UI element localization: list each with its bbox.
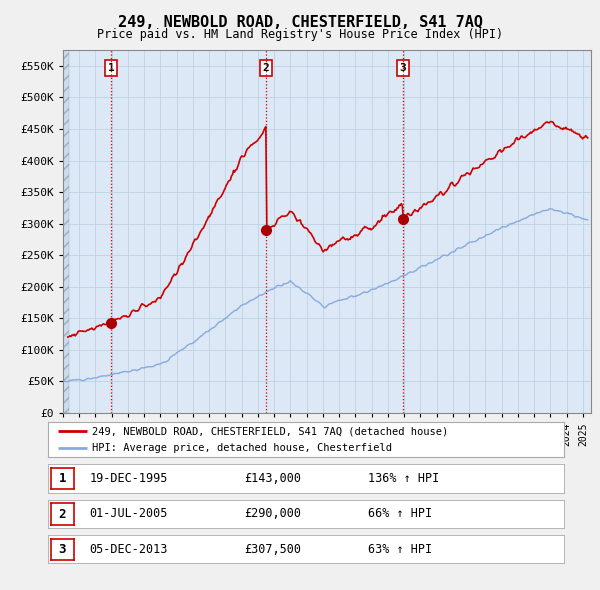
Text: 05-DEC-2013: 05-DEC-2013 [89,543,167,556]
Text: 66% ↑ HPI: 66% ↑ HPI [368,507,432,520]
Text: 1: 1 [108,63,115,73]
Text: 2: 2 [59,507,66,520]
Text: 3: 3 [59,543,66,556]
Text: Price paid vs. HM Land Registry's House Price Index (HPI): Price paid vs. HM Land Registry's House … [97,28,503,41]
Text: £143,000: £143,000 [244,472,301,485]
Text: 19-DEC-1995: 19-DEC-1995 [89,472,167,485]
Text: 63% ↑ HPI: 63% ↑ HPI [368,543,432,556]
Text: 3: 3 [400,63,406,73]
Text: £307,500: £307,500 [244,543,301,556]
Text: 2: 2 [263,63,269,73]
Text: 1: 1 [59,472,66,485]
Text: HPI: Average price, detached house, Chesterfield: HPI: Average price, detached house, Ches… [92,442,392,453]
Text: 01-JUL-2005: 01-JUL-2005 [89,507,167,520]
Text: 249, NEWBOLD ROAD, CHESTERFIELD, S41 7AQ (detached house): 249, NEWBOLD ROAD, CHESTERFIELD, S41 7AQ… [92,427,448,437]
Text: 136% ↑ HPI: 136% ↑ HPI [368,472,439,485]
Text: £290,000: £290,000 [244,507,301,520]
Text: 249, NEWBOLD ROAD, CHESTERFIELD, S41 7AQ: 249, NEWBOLD ROAD, CHESTERFIELD, S41 7AQ [118,15,482,30]
